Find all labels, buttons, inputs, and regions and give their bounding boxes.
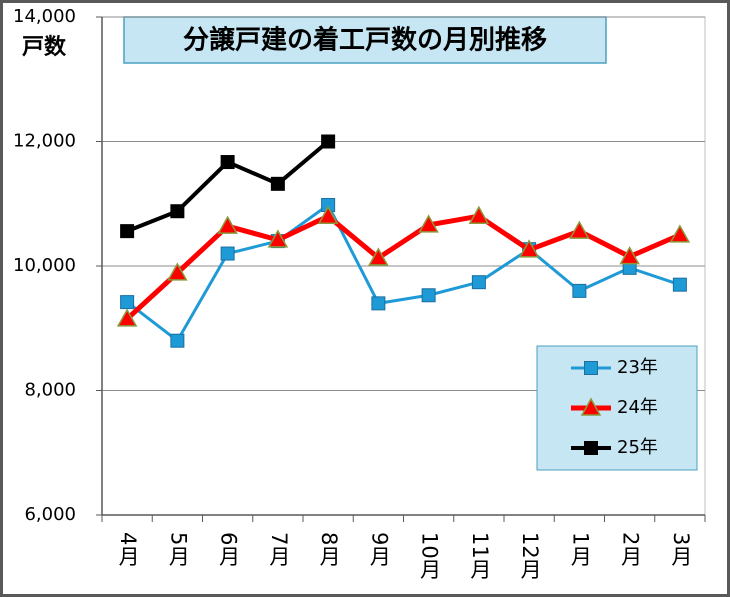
data-point xyxy=(167,262,188,281)
x-tick-label: 9月 xyxy=(367,532,391,567)
data-point xyxy=(672,277,687,292)
y-tick-label: 6,000 xyxy=(24,504,76,525)
data-point xyxy=(270,176,285,191)
legend-label: 23年 xyxy=(617,357,658,378)
x-tick-label: 6月 xyxy=(217,532,241,567)
data-point xyxy=(569,220,590,239)
chart-title: 分譲戸建の着工戸数の月別推移 xyxy=(183,25,547,56)
y-tick-label: 12,000 xyxy=(13,131,76,152)
data-point xyxy=(120,295,135,310)
data-point xyxy=(220,246,235,261)
legend-marker xyxy=(580,397,602,416)
legend-marker xyxy=(584,361,598,375)
x-tick-label: 4月 xyxy=(116,532,140,567)
data-point xyxy=(572,283,587,298)
data-point xyxy=(421,288,436,303)
x-tick-label: 1月 xyxy=(568,532,592,567)
y-tick-label: 10,000 xyxy=(13,255,76,276)
x-tick-label: 3月 xyxy=(669,532,693,567)
data-point xyxy=(368,247,389,266)
data-point xyxy=(518,239,540,258)
data-point xyxy=(468,205,490,224)
x-tick-label: 2月 xyxy=(619,532,643,567)
data-point xyxy=(217,215,238,234)
y-tick-label: 8,000 xyxy=(24,380,76,401)
data-point xyxy=(116,308,138,327)
series-line xyxy=(126,203,681,343)
x-tick-label: 5月 xyxy=(166,532,190,567)
series-line xyxy=(125,213,681,321)
data-point xyxy=(471,275,486,290)
data-point xyxy=(170,333,185,348)
data-point xyxy=(317,205,339,224)
y-axis-label: 戸数 xyxy=(22,34,67,60)
x-tick-label: 12月 xyxy=(518,532,542,580)
data-point xyxy=(321,134,336,149)
x-tick-label: 7月 xyxy=(267,532,291,567)
data-point xyxy=(120,224,135,239)
data-point xyxy=(170,204,185,219)
data-point xyxy=(669,224,691,243)
legend-label: 25年 xyxy=(617,437,658,458)
data-point xyxy=(267,229,289,248)
data-point xyxy=(371,296,386,311)
legend-box xyxy=(536,345,698,471)
x-tick-label: 11月 xyxy=(468,532,492,580)
legend-label: 24年 xyxy=(617,397,658,418)
y-tick-label: 14,000 xyxy=(13,6,76,27)
legend-marker xyxy=(584,441,598,455)
x-tick-label: 10月 xyxy=(418,532,442,580)
data-point xyxy=(220,155,235,170)
x-tick-label: 8月 xyxy=(317,532,341,567)
data-point xyxy=(418,214,439,233)
data-point xyxy=(619,246,640,265)
